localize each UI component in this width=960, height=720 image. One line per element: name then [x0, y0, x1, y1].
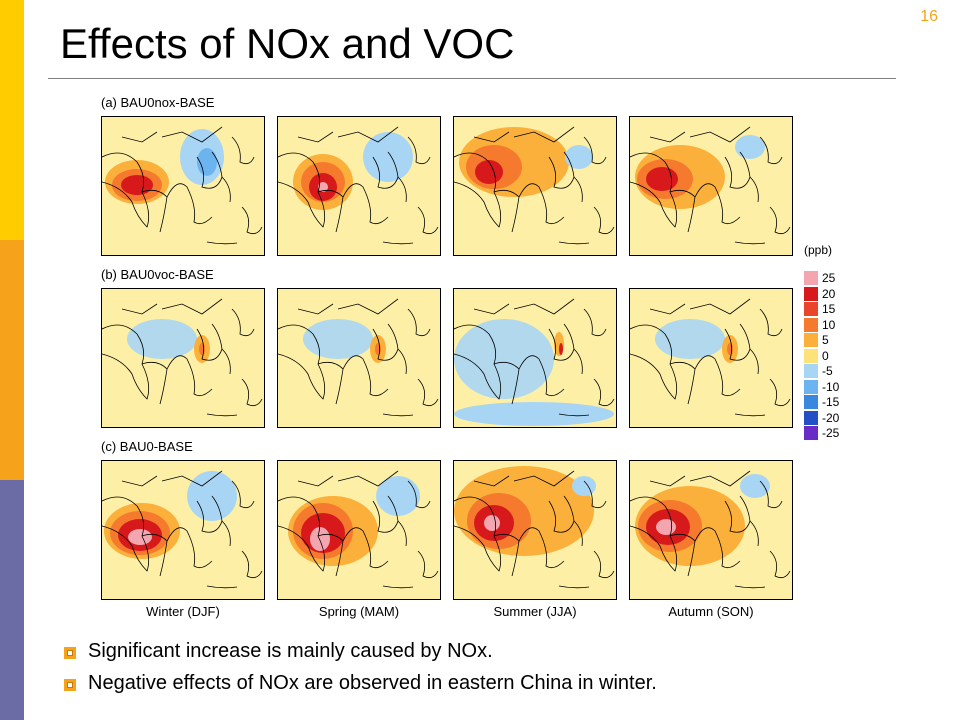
map-image: [278, 126, 439, 245]
map-image: [102, 470, 263, 589]
slide-title: Effects of NOx and VOC: [60, 20, 515, 67]
map-image: [278, 470, 439, 589]
map-panel: [101, 460, 265, 600]
bullet-marker-icon: [64, 647, 76, 659]
map-image: [454, 298, 615, 426]
colorbar-label: -20: [822, 410, 840, 425]
map-panel: [101, 288, 265, 428]
colorbar-label: -5: [822, 364, 833, 378]
colorbar-label: 10: [822, 317, 836, 332]
colorbar-swatch: [804, 302, 818, 316]
colorbar-swatch: [804, 395, 818, 409]
title-divider: [48, 78, 896, 79]
colorbar-label: 20: [822, 286, 836, 301]
colorbar-label: 0: [822, 348, 829, 363]
bullet-text: Significant increase is mainly caused by…: [88, 640, 493, 662]
colorbar-swatch: [804, 333, 818, 347]
map-image: [454, 126, 615, 245]
season-label: Winter (DJF): [146, 604, 220, 619]
season-label: Summer (JJA): [493, 604, 577, 619]
colorbar-swatch: [804, 410, 818, 425]
slide-number: 16: [920, 8, 938, 25]
map-panel: [629, 288, 793, 428]
accent-bar-orange: [0, 240, 24, 480]
map-panel: [629, 116, 793, 256]
map-panel: [629, 460, 793, 600]
map-image: [630, 298, 791, 417]
colorbar-label: 15: [822, 302, 836, 316]
colorbar-label: -25: [822, 426, 840, 440]
colorbar-label: 5: [822, 333, 829, 347]
season-label: Spring (MAM): [318, 604, 400, 619]
map-image: [102, 126, 263, 245]
colorbar-unit: (ppb): [804, 243, 833, 257]
colorbar-swatch: [804, 348, 818, 363]
map-panel: [277, 460, 441, 600]
map-panel: [453, 116, 617, 256]
map-image: [278, 298, 439, 417]
map-image: [454, 466, 615, 589]
accent-bar-yellow: [0, 0, 24, 240]
map-panel: [277, 288, 441, 428]
panel-row-label: (c) BAU0-BASE: [101, 439, 193, 454]
map-image: [630, 126, 791, 245]
colorbar-swatch: [804, 379, 818, 394]
slide-accent-bar: [0, 0, 24, 720]
map-image: [630, 470, 791, 589]
accent-bar-purple: [0, 480, 24, 720]
map-image: [102, 298, 263, 417]
colorbar-label: 25: [822, 271, 836, 285]
colorbar-swatch: [804, 364, 818, 378]
bullet-text: Negative effects of NOx are observed in …: [88, 672, 657, 694]
panel-row-label: (a) BAU0nox-BASE: [101, 95, 215, 110]
map-panel: [453, 288, 617, 428]
map-panel: [101, 116, 265, 256]
panel-row-label: (b) BAU0voc-BASE: [101, 267, 214, 282]
map-panel: [277, 116, 441, 256]
colorbar-swatch: [804, 286, 818, 301]
map-panel: [453, 460, 617, 600]
colorbar-swatch: [804, 271, 818, 285]
colorbar-label: -15: [822, 395, 840, 409]
colorbar-swatch: [804, 426, 818, 440]
colorbar-label: -10: [822, 379, 840, 394]
colorbar-swatch: [804, 317, 818, 332]
bullet-marker-icon: [64, 679, 76, 691]
season-label: Autumn (SON): [668, 604, 754, 619]
